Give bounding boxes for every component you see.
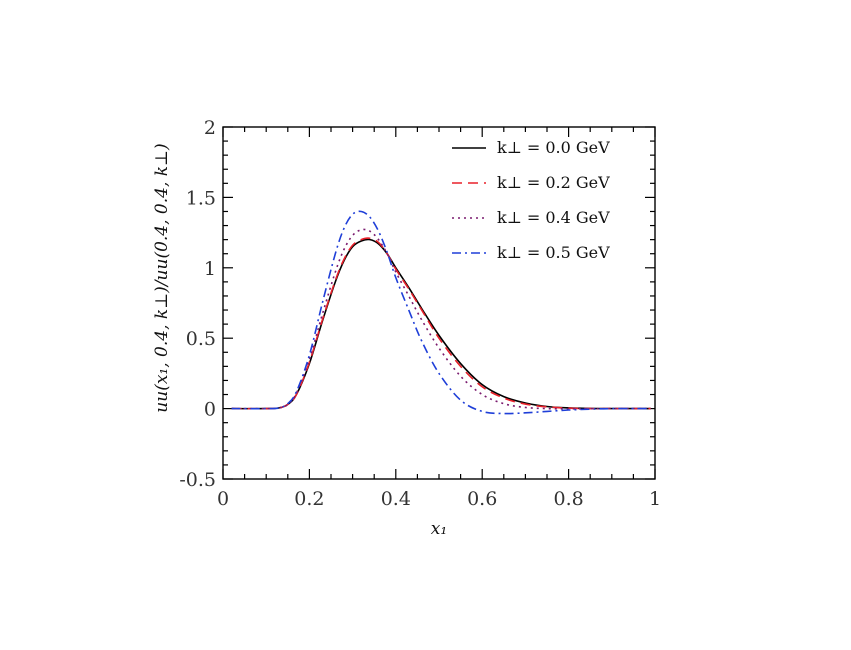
legend: k⊥ = 0.0 GeV k⊥ = 0.2 GeV k⊥ = 0.4 GeV k… [452,138,610,262]
x-tick-label: 0.8 [553,488,583,510]
y-tick-label: 0.5 [186,328,216,350]
y-tick-label: -0.5 [179,469,216,491]
legend-label: k⊥ = 0.4 GeV [497,208,610,227]
legend-item: k⊥ = 0.4 GeV [452,208,610,227]
x-tick-label: 0.6 [467,488,497,510]
legend-label: k⊥ = 0.2 GeV [497,173,610,192]
series-line-k0.5 [231,210,651,415]
y-tick-label: 2 [204,117,216,139]
legend-label: k⊥ = 0.0 GeV [497,138,610,157]
series-line-k0.0 [231,238,651,410]
series-line-k0.2 [231,237,651,410]
y-tick-label: 0 [204,399,216,421]
x-tick-labels: 0 0.2 0.4 0.6 0.8 1 [217,488,661,510]
legend-item: k⊥ = 0.0 GeV [452,138,610,157]
series-lines [231,210,651,415]
legend-label: k⊥ = 0.5 GeV [497,243,610,262]
x-tick-label: 0.4 [381,488,411,510]
x-tick-label: 0.2 [294,488,324,510]
y-axis-label: uu(x₁, 0.4, k⊥)/uu(0.4, 0.4, k⊥) [152,143,172,412]
y-tick-label: 1.5 [186,187,216,209]
legend-item: k⊥ = 0.5 GeV [452,243,610,262]
y-tick-labels: -0.5 0 0.5 1 1.5 2 [179,117,216,491]
x-tick-label: 1 [649,488,661,510]
x-axis-label: x₁ [431,519,447,539]
minor-ticks [223,127,655,479]
y-tick-label: 1 [204,258,216,280]
major-ticks [222,126,656,480]
legend-item: k⊥ = 0.2 GeV [452,173,610,192]
x-tick-label: 0 [217,488,229,510]
